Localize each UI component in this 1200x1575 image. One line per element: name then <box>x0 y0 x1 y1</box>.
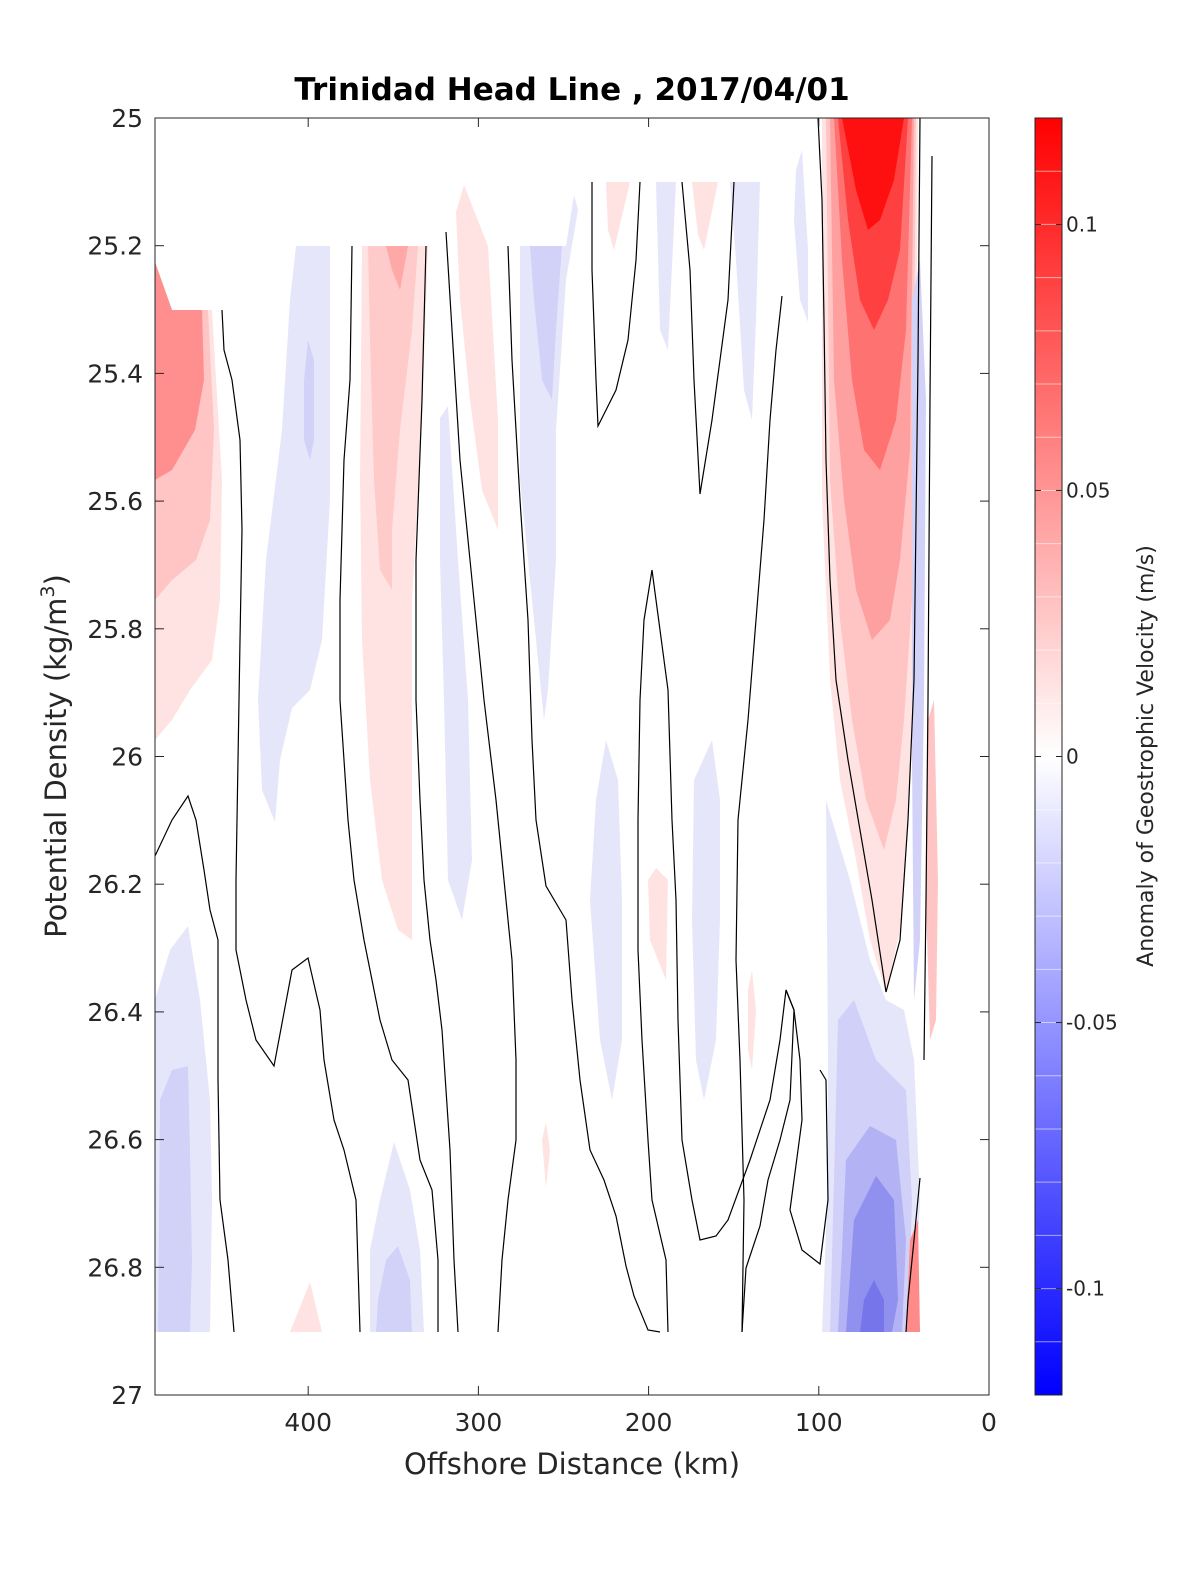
x-tick-label: 300 <box>455 1408 503 1437</box>
y-tick-label: 25 <box>111 104 143 133</box>
field-coastal-positive-band <box>926 700 938 1040</box>
colorbar-tick-label: -0.05 <box>1066 1011 1118 1035</box>
zero-contour-12 <box>735 295 783 1333</box>
y-axis-ticks: 25 25.2 25.4 25.6 25.8 26 26.2 26.4 26.6 26.8 27 <box>87 104 989 1410</box>
y-tick-label: 27 <box>111 1381 143 1410</box>
x-axis-label: Offshore Distance (km) <box>404 1447 740 1481</box>
zero-contour-4 <box>415 245 459 1333</box>
y-tick-label: 26.2 <box>87 870 143 899</box>
zero-contour-2 <box>155 794 235 1333</box>
field-coastal-positive-bottom <box>906 1220 920 1332</box>
zero-contour-15 <box>905 1177 921 1333</box>
y-tick-label: 25.6 <box>87 487 143 516</box>
y-axis-label-close: ) <box>39 574 73 585</box>
x-tick-label: 100 <box>795 1408 843 1437</box>
colorbar-tick-label: -0.1 <box>1066 1277 1105 1301</box>
zero-contours <box>155 118 933 1333</box>
field-positive-speck-195 <box>648 868 668 980</box>
field-negative-sliver-195 <box>656 182 676 350</box>
field-mid-positive-inner <box>368 246 418 590</box>
field-negative-column-310 <box>440 406 472 920</box>
field-coastal-negative-band <box>912 260 926 1000</box>
colorbar-tick-label: 0 <box>1066 745 1079 769</box>
colorbar-tick-label: 0.1 <box>1066 212 1098 236</box>
field-deep-offshore-negative-inner <box>158 1066 192 1332</box>
field-positive-sliver-210 <box>606 182 630 250</box>
zero-contour-1 <box>221 309 361 1333</box>
colorbar-tick-label: 0.05 <box>1066 478 1111 502</box>
field-negative-column-250-core <box>530 246 562 400</box>
zero-contour-5 <box>445 231 517 1333</box>
zero-contour-6 <box>507 245 661 1333</box>
zero-contour-7 <box>591 181 641 429</box>
y-tick-label: 26.4 <box>87 998 143 1027</box>
y-tick-label: 25.2 <box>87 232 143 261</box>
zero-contour-11 <box>741 989 795 1333</box>
field-positive-sliver-170 <box>692 182 718 250</box>
zero-contour-10 <box>651 569 829 1266</box>
field-nearshore-negative-l4 <box>846 1176 898 1332</box>
zero-contour-13 <box>817 118 921 993</box>
y-tick-label: 25.4 <box>87 359 143 388</box>
field-negative-sliver-100 <box>794 150 808 322</box>
x-tick-label: 200 <box>625 1408 673 1437</box>
chart-title: Trinidad Head Line , 2017/04/01 <box>294 72 849 108</box>
y-axis-label-main: Potential Density (kg/m <box>39 598 73 938</box>
field-negative-deep-175 <box>692 740 720 1100</box>
x-axis-ticks: 400 300 200 100 0 <box>284 118 997 1437</box>
y-axis-label-superscript: 3 <box>37 585 59 597</box>
field-jet-level-6 <box>842 118 904 230</box>
field-positive-speck-260 <box>542 1122 550 1188</box>
field-offshore-positive-core <box>155 262 204 480</box>
colorbar-ticks: 0.1 0.05 0 -0.05 -0.1 <box>1035 212 1118 1301</box>
y-tick-label: 26.8 <box>87 1253 143 1282</box>
y-tick-label: 26.6 <box>87 1126 143 1155</box>
zero-contour-3 <box>339 245 439 1332</box>
field-positive-speck-155 <box>748 970 756 1070</box>
field-deep-mid-negative-inner <box>376 1246 412 1332</box>
zero-contour-14 <box>923 155 933 1061</box>
field-mid-positive-core <box>386 246 408 290</box>
plot-area: 400 300 200 100 0 25 25.2 25.4 25.6 25.8 26 26.2 26… <box>87 104 997 1437</box>
field-negative-column-140 <box>730 182 760 420</box>
x-tick-label: 0 <box>981 1408 997 1437</box>
field-negative-deep-210 <box>590 740 622 1100</box>
heatmap-fields <box>155 118 938 1332</box>
zero-contour-8 <box>681 181 735 495</box>
field-negative-column-250 <box>520 195 578 720</box>
y-tick-label: 26 <box>111 743 143 772</box>
field-upper-negative-core <box>304 340 314 460</box>
field-positive-column-300 <box>456 185 498 530</box>
y-axis-label: Potential Density (kg/m3) <box>37 574 73 938</box>
field-nearshore-negative-core <box>860 1280 884 1332</box>
y-tick-label: 25.8 <box>87 615 143 644</box>
colorbar-label: Anomaly of Geostrophic Velocity (m/s) <box>1134 545 1159 967</box>
x-tick-label: 400 <box>284 1408 332 1437</box>
zero-contour-9 <box>637 569 669 1333</box>
colorbar: 0.1 0.05 0 -0.05 -0.1 Anomaly of Geostrophic… <box>1034 117 1159 1396</box>
field-deep-positive-speck-400 <box>290 1282 322 1332</box>
